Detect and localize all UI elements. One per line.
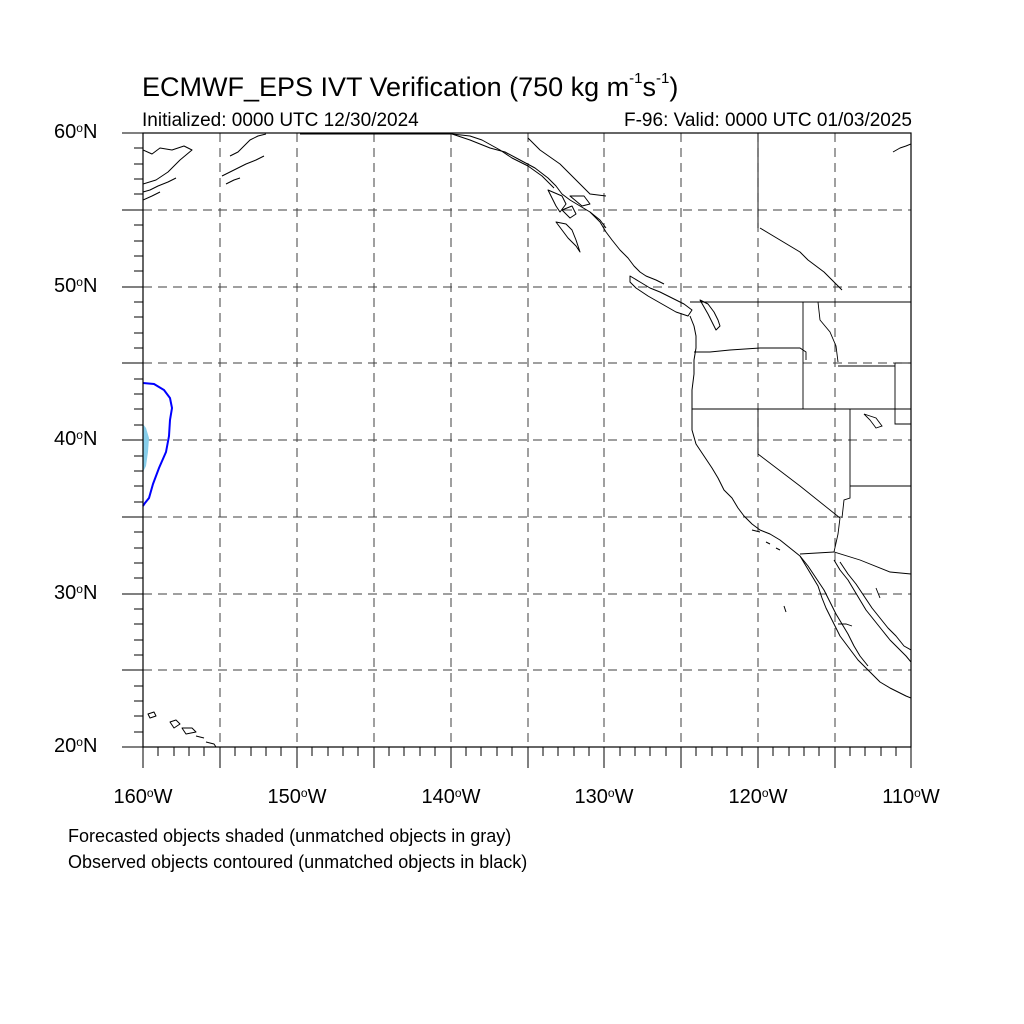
graticule [143, 133, 911, 747]
valid-time: F-96: Valid: 0000 UTC 01/03/2025 [624, 110, 912, 131]
lon-label-150w: 150oW [267, 786, 327, 808]
lon-label-110w: 110oW [882, 786, 940, 808]
lon-label-160w: 160oW [113, 786, 173, 808]
coastlines [143, 133, 911, 747]
lat-label-50n: 50oN [54, 275, 98, 297]
political-boundaries [690, 133, 911, 627]
lat-label-30n: 30oN [54, 582, 98, 604]
lat-label-60n: 60oN [54, 121, 98, 143]
lat-label-20n: 20oN [54, 735, 98, 757]
forecast-object-shaded [143, 424, 149, 472]
lat-label-40n: 40oN [54, 428, 98, 450]
footnote-observed: Observed objects contoured (unmatched ob… [68, 852, 528, 872]
map-title: ECMWF_EPS IVT Verification (750 kg m-1s-… [142, 70, 679, 102]
lon-label-120w: 120oW [728, 786, 788, 808]
tick-marks [122, 132, 912, 768]
lon-label-130w: 130oW [574, 786, 634, 808]
initialized-time: Initialized: 0000 UTC 12/30/2024 [142, 110, 419, 131]
lon-label-140w: 140oW [421, 786, 481, 808]
observed-object-contour [142, 382, 174, 507]
footnote-forecast: Forecasted objects shaded (unmatched obj… [68, 826, 512, 846]
